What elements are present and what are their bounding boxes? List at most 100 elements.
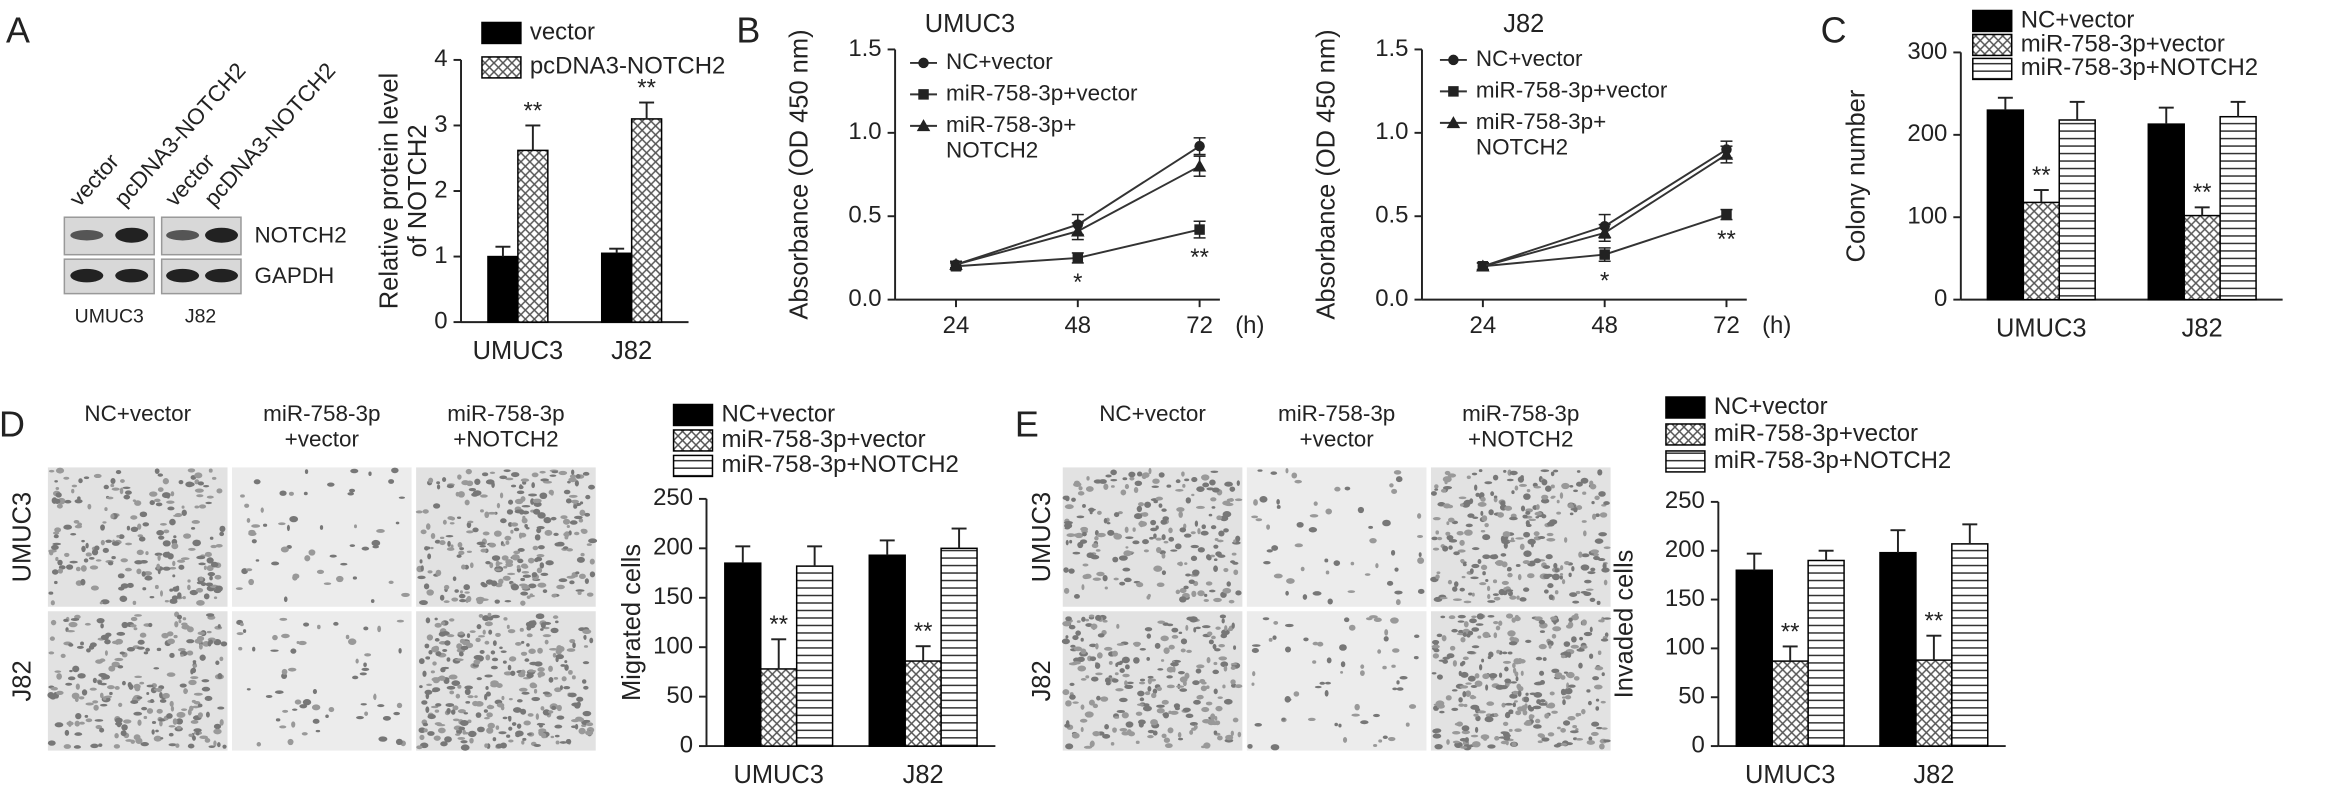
cell xyxy=(1544,713,1550,719)
cell xyxy=(572,642,576,649)
cell xyxy=(1102,574,1108,582)
cell xyxy=(75,712,82,720)
cell xyxy=(589,571,596,578)
cell xyxy=(419,685,423,689)
cell xyxy=(1509,595,1517,600)
cell xyxy=(192,735,196,741)
cell xyxy=(1231,552,1237,556)
cell xyxy=(425,706,430,713)
cell xyxy=(1498,620,1503,626)
cell xyxy=(1208,639,1214,645)
cell xyxy=(401,592,410,598)
micrograph xyxy=(1430,467,1611,607)
cell xyxy=(206,557,214,564)
cell xyxy=(64,729,70,736)
marker xyxy=(1448,86,1459,97)
marker xyxy=(918,57,929,69)
row-label: J82 xyxy=(9,660,37,701)
cell xyxy=(571,718,580,723)
cell xyxy=(1475,623,1484,626)
cell xyxy=(457,631,465,636)
cell xyxy=(1063,587,1070,594)
cell xyxy=(1557,742,1561,747)
cell xyxy=(482,615,490,622)
cell xyxy=(1217,539,1224,543)
cell xyxy=(195,731,200,736)
cell xyxy=(1517,658,1522,665)
cell xyxy=(1155,537,1162,541)
y-tick-label: 0 xyxy=(1692,731,1705,758)
cell xyxy=(1100,696,1109,702)
bar xyxy=(868,554,906,747)
cell xyxy=(1570,730,1579,734)
cell xyxy=(1208,589,1216,593)
cell xyxy=(1214,648,1221,652)
marker xyxy=(1599,249,1610,260)
significance: * xyxy=(1600,268,1609,295)
cell xyxy=(1511,742,1517,747)
legend-swatch xyxy=(1972,9,2013,33)
cell xyxy=(1576,470,1581,473)
cell xyxy=(151,729,155,735)
cell xyxy=(1525,692,1529,696)
cell xyxy=(197,631,206,636)
cell xyxy=(98,743,103,747)
cell xyxy=(514,498,524,505)
cell xyxy=(194,472,203,479)
cell xyxy=(1114,672,1119,676)
cell xyxy=(54,670,62,673)
cell xyxy=(542,589,548,594)
cell xyxy=(107,685,115,690)
cell xyxy=(1516,595,1520,600)
cell xyxy=(1072,701,1079,704)
cell xyxy=(425,656,431,660)
significance: ** xyxy=(1717,226,1736,253)
cell xyxy=(1213,730,1218,735)
cell xyxy=(1518,483,1528,487)
cell xyxy=(1103,518,1108,524)
cell xyxy=(477,726,485,733)
cell xyxy=(133,627,138,631)
cell xyxy=(283,596,288,603)
cell xyxy=(517,548,525,552)
cell xyxy=(1078,486,1083,491)
y-tick-label: 200 xyxy=(1665,536,1705,563)
cell xyxy=(1440,615,1446,619)
cell xyxy=(555,620,559,624)
cell xyxy=(1540,469,1550,473)
cell xyxy=(134,686,141,692)
cell xyxy=(490,650,496,655)
cell xyxy=(1151,692,1157,699)
cell xyxy=(1153,565,1163,572)
cell xyxy=(1137,690,1145,697)
cell xyxy=(1217,696,1223,700)
cell xyxy=(542,691,551,695)
cell xyxy=(575,589,585,592)
cell xyxy=(350,468,359,474)
cell xyxy=(169,588,174,592)
cell xyxy=(1562,699,1566,706)
cell xyxy=(155,729,159,733)
cell xyxy=(516,723,522,729)
cell xyxy=(1481,515,1488,522)
cell xyxy=(1139,647,1146,651)
cell xyxy=(1325,508,1333,515)
cell xyxy=(1539,733,1546,739)
cell xyxy=(1068,568,1075,574)
cell xyxy=(1075,630,1081,636)
cell xyxy=(1122,673,1130,678)
marker xyxy=(1446,116,1461,129)
cell xyxy=(1448,615,1456,620)
cell xyxy=(1073,481,1082,488)
cell xyxy=(1111,678,1119,683)
cell xyxy=(115,721,123,726)
cell xyxy=(1534,511,1543,516)
cell xyxy=(1365,617,1373,621)
cell xyxy=(1462,562,1467,567)
cell xyxy=(1382,735,1388,740)
cell xyxy=(1166,675,1173,679)
cell xyxy=(454,589,459,593)
error-bar xyxy=(495,245,511,257)
cell xyxy=(1125,546,1129,549)
cell xyxy=(1135,711,1143,716)
